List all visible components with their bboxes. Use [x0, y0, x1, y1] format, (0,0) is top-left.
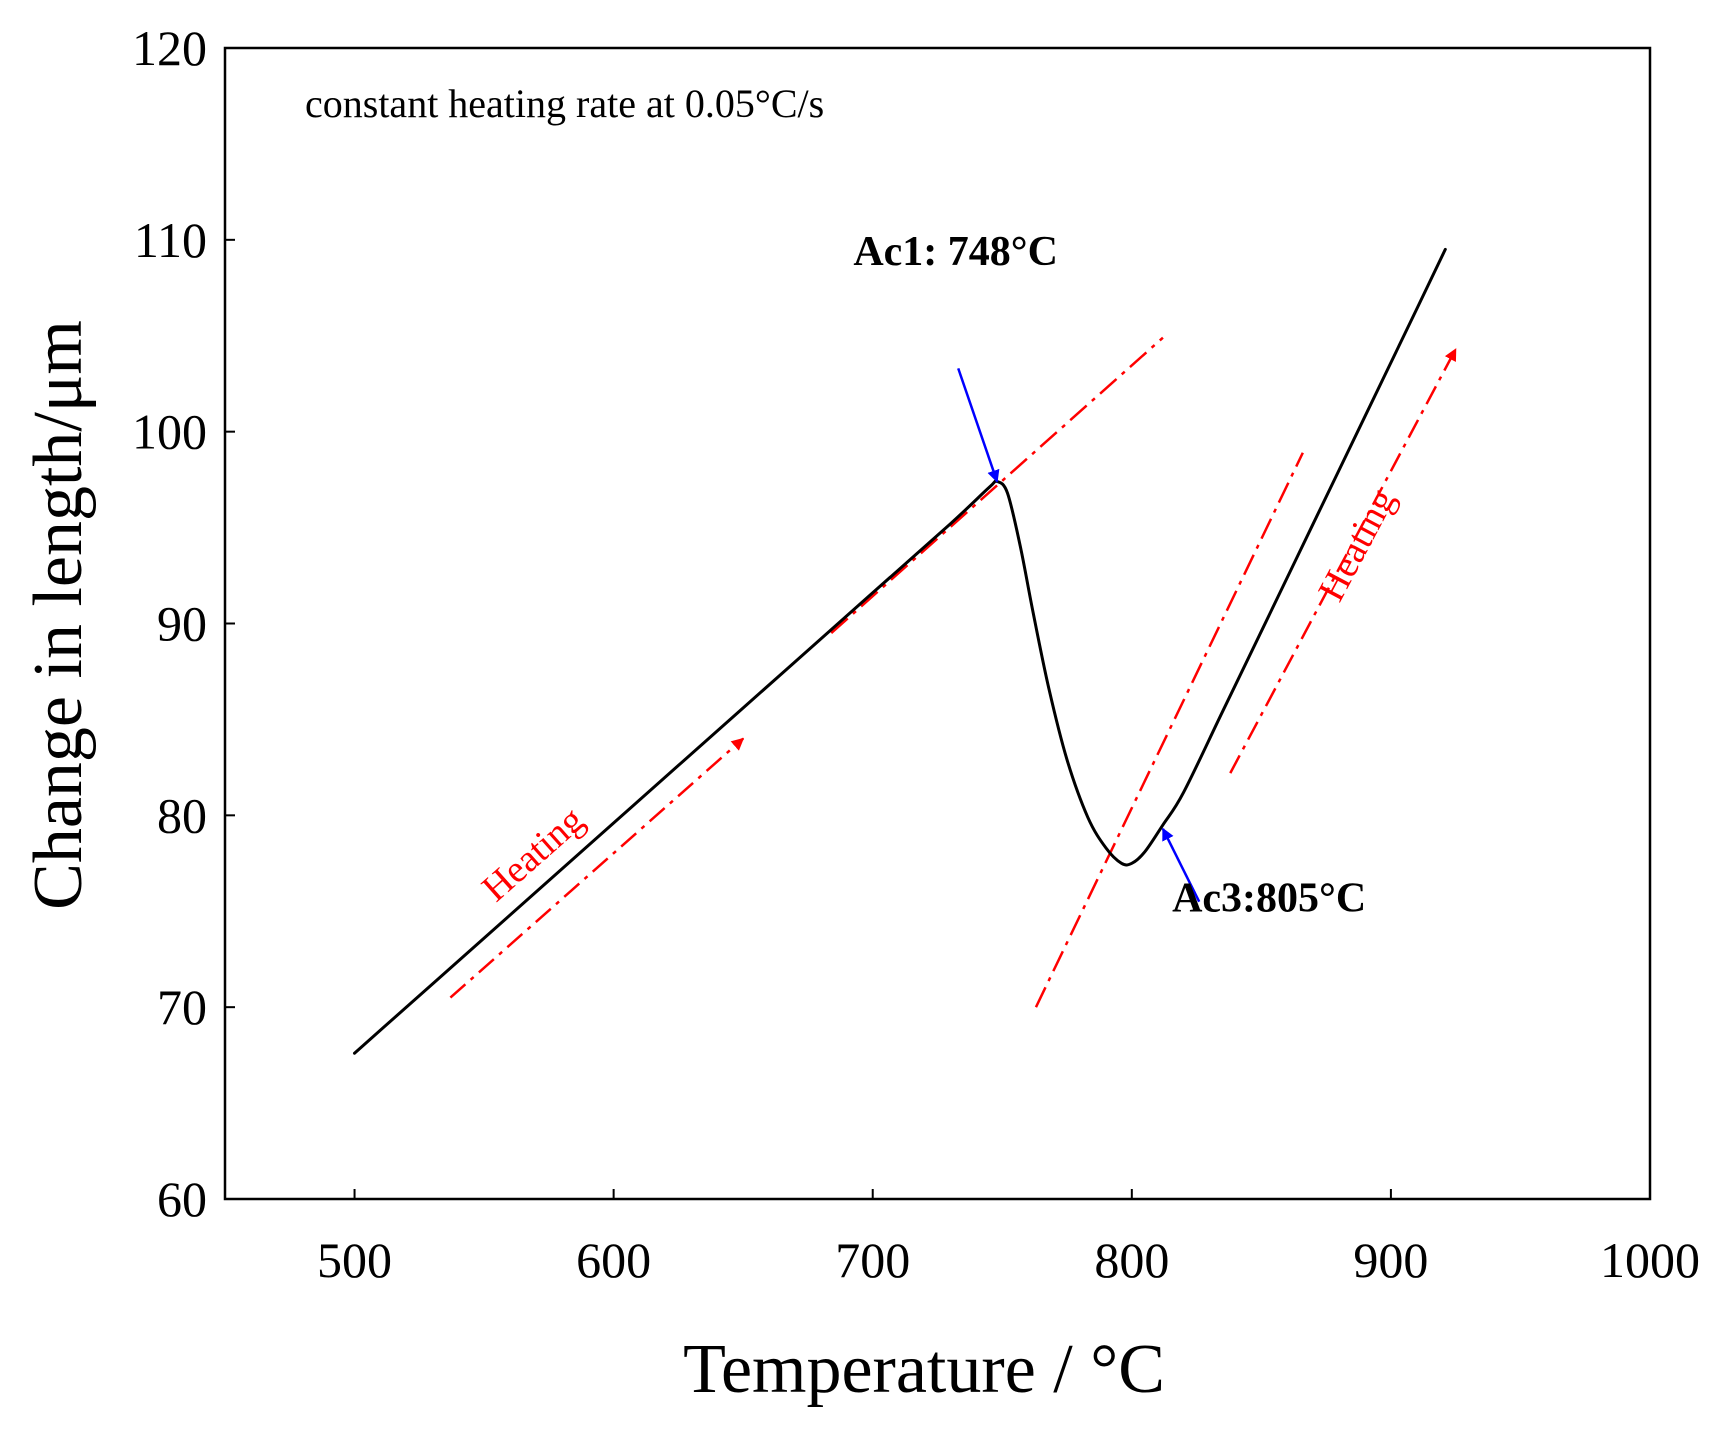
- tangent-lines: [830, 336, 1304, 1008]
- y-tick-label: 110: [134, 212, 207, 268]
- x-axis-title: Temperature / °C: [683, 1331, 1165, 1408]
- heating-rate-note: constant heating rate at 0.05°C/s: [305, 81, 824, 126]
- x-tick-label: 700: [835, 1232, 910, 1288]
- series-group: [353, 247, 1447, 1055]
- x-tick-label: 800: [1094, 1232, 1169, 1288]
- ac1-arrow: [957, 367, 1000, 483]
- tangent-line-tangent-high: [1034, 452, 1304, 1008]
- y-tick-label: 80: [157, 787, 207, 843]
- y-tick-label: 100: [132, 404, 207, 460]
- heating-arrow-left: [449, 737, 745, 999]
- annotations: Ac1: 748°C Ac3:805°C: [853, 229, 1366, 921]
- y-axis-title: Change in length/μm: [20, 320, 97, 910]
- ac1-label: Ac1: 748°C: [853, 229, 1058, 275]
- plot-frame: [223, 46, 1652, 1201]
- y-tick-label: 120: [132, 20, 207, 76]
- y-tick-label: 60: [157, 1171, 207, 1227]
- x-tick-label: 600: [576, 1232, 651, 1288]
- y-axis-ticks: 60 70 80 90 100 110 120: [132, 20, 235, 1227]
- x-axis-ticks: 500 600 700 800 900 1000: [317, 1189, 1700, 1288]
- y-tick-label: 70: [157, 979, 207, 1035]
- ac3-arrow: [1161, 827, 1201, 903]
- y-tick-label: 90: [157, 596, 207, 652]
- heating-arrow-right: [1229, 348, 1457, 774]
- x-tick-label: 500: [317, 1232, 392, 1288]
- ac3-label: Ac3:805°C: [1172, 875, 1366, 921]
- series-line: [353, 247, 1447, 1055]
- tangent-line-tangent-low: [830, 336, 1164, 635]
- x-tick-label: 900: [1353, 1232, 1428, 1288]
- x-tick-label: 1000: [1600, 1232, 1700, 1288]
